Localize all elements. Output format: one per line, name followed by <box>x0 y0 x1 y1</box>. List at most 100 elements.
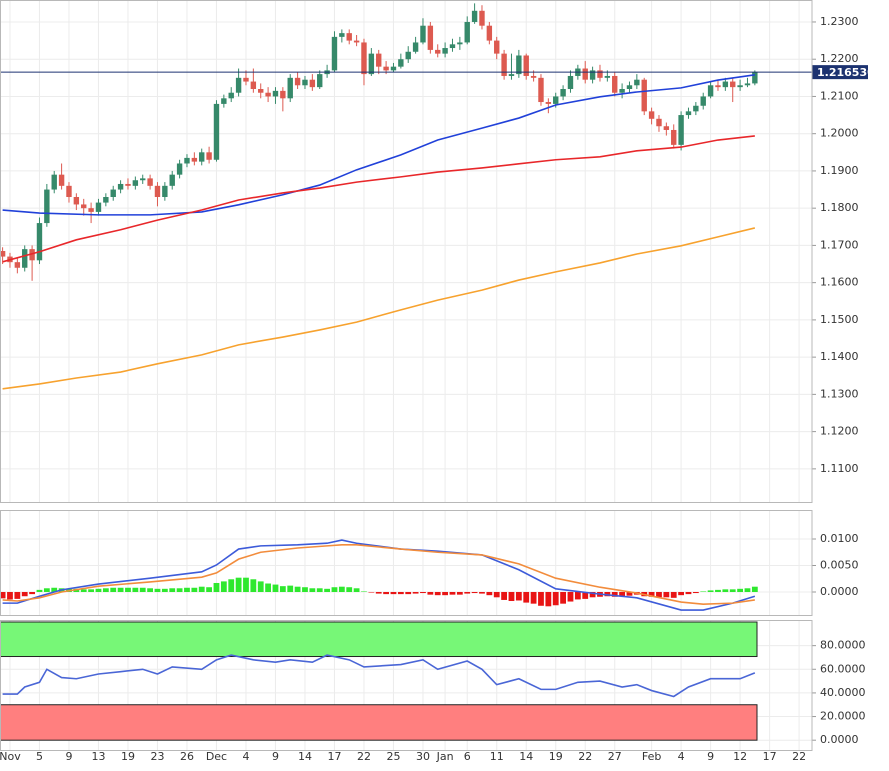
y-tick-label: 20.0000 <box>820 710 866 723</box>
histogram-bar <box>405 591 412 595</box>
candle-body <box>206 152 212 160</box>
x-tick-label: 27 <box>608 750 622 763</box>
candle-body <box>678 115 684 145</box>
candle-body <box>501 53 507 76</box>
candle-body <box>530 75 537 78</box>
x-tick-label: 23 <box>150 750 164 763</box>
x-tick-label: 6 <box>464 750 471 763</box>
x-tick-label: Dec <box>206 750 227 763</box>
histogram-bar <box>368 591 375 593</box>
candle-body <box>457 42 463 45</box>
candle-body <box>449 44 456 49</box>
candle-body <box>14 262 21 268</box>
histogram-bar <box>737 588 743 592</box>
candle-body <box>442 48 448 54</box>
candle-body <box>140 178 146 181</box>
y-tick-label: 1.1400 <box>820 350 859 363</box>
histogram-bar <box>43 588 50 592</box>
histogram-bar <box>390 591 397 595</box>
x-tick-label: 26 <box>180 750 194 763</box>
candle-body <box>221 98 227 104</box>
candle-body <box>81 204 87 209</box>
candle-body <box>51 174 57 190</box>
histogram-bar <box>29 591 35 595</box>
candle-body <box>368 53 375 75</box>
candle-body <box>582 68 588 80</box>
histogram-bar <box>744 588 751 592</box>
histogram-bar <box>552 591 559 606</box>
histogram-bar <box>648 591 655 597</box>
histogram-bar <box>530 591 537 604</box>
candle-body <box>435 49 441 54</box>
histogram-bar <box>147 588 153 592</box>
x-tick-label: 22 <box>578 750 592 763</box>
candle-body <box>486 25 493 41</box>
candle-body <box>545 102 552 104</box>
x-tick-label: 5 <box>36 750 43 763</box>
candle-body <box>272 90 279 97</box>
histogram-bar <box>515 591 522 601</box>
candle-body <box>29 249 35 261</box>
y-tick-label: 0.0100 <box>820 532 859 545</box>
histogram-bar <box>0 591 6 599</box>
histogram-bar <box>523 591 530 603</box>
candle-body <box>353 40 360 43</box>
candle-body <box>383 66 389 71</box>
candle-body <box>44 189 50 224</box>
histogram-bar <box>420 591 426 594</box>
candle-body <box>597 70 603 78</box>
candle-body <box>309 79 316 88</box>
candle-body <box>169 174 175 186</box>
histogram-bar <box>700 591 707 592</box>
candle-body <box>479 10 485 26</box>
x-tick-label: Feb <box>642 750 661 763</box>
histogram-bar <box>751 586 758 592</box>
histogram-bar <box>626 591 633 596</box>
x-tick-label: Jan <box>436 750 454 763</box>
histogram-bar <box>346 587 353 592</box>
candle-body <box>88 208 94 212</box>
candle-body <box>110 189 116 198</box>
candle-body <box>103 197 109 203</box>
histogram-bar <box>154 588 161 592</box>
x-tick-label: 14 <box>298 750 312 763</box>
histogram-bar <box>316 588 323 592</box>
histogram-bar <box>567 591 574 602</box>
y-tick-label: 1.1600 <box>820 276 859 289</box>
histogram-bar <box>117 587 124 592</box>
histogram-bar <box>589 591 596 598</box>
candle-body <box>634 79 640 86</box>
candle-body <box>331 36 338 71</box>
histogram-bar <box>722 589 729 592</box>
indicator-line <box>2 135 755 263</box>
candle-body <box>538 77 544 103</box>
histogram-bar <box>574 591 581 600</box>
candle-body <box>250 81 257 90</box>
candle-body <box>58 174 65 186</box>
histogram-bar <box>434 591 441 596</box>
x-tick-label: 19 <box>549 750 563 763</box>
histogram-bar <box>707 590 714 592</box>
histogram-bar <box>486 591 493 596</box>
zone <box>0 704 758 741</box>
candle-body <box>722 81 729 88</box>
histogram-bar <box>272 584 279 592</box>
candle-body <box>191 157 198 162</box>
y-tick-label: 1.1200 <box>820 425 859 438</box>
candle-body <box>619 89 625 93</box>
candle-body <box>390 66 397 71</box>
candle-body <box>648 111 655 119</box>
panel-frame <box>0 0 813 503</box>
candle-body <box>700 96 706 106</box>
candle-body <box>626 85 633 90</box>
candle-body <box>427 25 434 50</box>
candle-body <box>302 79 308 86</box>
indicator-line <box>2 539 756 611</box>
candle-body <box>730 81 736 88</box>
histogram-bar <box>353 588 360 592</box>
candle-body <box>176 163 183 175</box>
x-tick-label: 9 <box>65 750 72 763</box>
histogram-bar <box>338 586 345 592</box>
histogram-bar <box>479 591 485 594</box>
